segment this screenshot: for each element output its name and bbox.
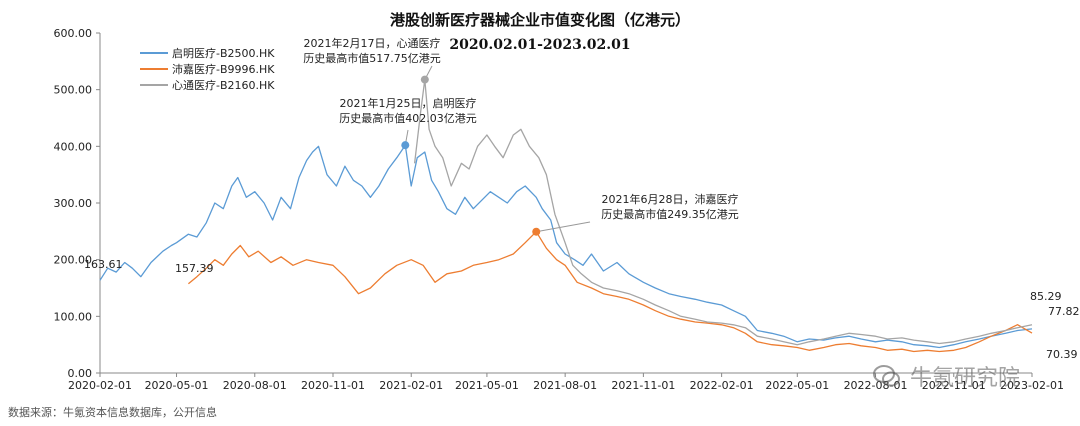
x-tick-label: 2020-11-01 — [301, 379, 365, 392]
chart-title: 港股创新医疗器械企业市值变化图（亿港元） — [390, 11, 690, 29]
y-tick-label: 100.00 — [54, 310, 93, 323]
annotation-text: 历史最高市值517.75亿港元 — [303, 51, 441, 65]
x-tick-label: 2022-02-01 — [690, 379, 754, 392]
value-label: 163.61 — [84, 258, 123, 271]
value-label: 157.39 — [175, 262, 214, 275]
x-tick-label: 2022-05-01 — [765, 379, 829, 392]
series-layer — [99, 78, 1033, 353]
legend-label: 心通医疗-B2160.HK — [172, 78, 275, 92]
series-line-1 — [187, 231, 1033, 353]
x-tick-label: 2021-08-01 — [533, 379, 597, 392]
x-tick-label: 2021-05-01 — [455, 379, 519, 392]
x-tick-label: 2021-02-01 — [379, 379, 443, 392]
annotation-text: 2021年1月25日，启明医疗 — [340, 96, 477, 110]
y-tick-label: 400.00 — [54, 140, 93, 153]
peak-marker — [532, 227, 541, 236]
y-tick-label: 0.00 — [68, 367, 93, 380]
peak-marker — [420, 75, 429, 84]
series-line-2 — [413, 78, 1033, 346]
x-tick-label: 2021-11-01 — [611, 379, 675, 392]
chart-axes: 0.00 100.00 200.00 300.00 400.00 500.00 600.00… — [54, 27, 1064, 392]
wechat-icon — [873, 365, 900, 387]
x-tick-label: 2020-08-01 — [223, 379, 287, 392]
x-tick-label: 2022-11-01 — [922, 379, 986, 392]
y-tick-label: 200.00 — [54, 254, 93, 267]
y-tick-label: 300.00 — [54, 197, 93, 210]
annotation-leader — [536, 221, 591, 233]
annotation-text: 历史最高市值249.35亿港元 — [601, 207, 739, 221]
source-note: 数据来源：牛氪资本信息数据库，公开信息 — [8, 406, 217, 419]
series-line-0 — [99, 144, 1033, 349]
annotation-text: 历史最高市值402.03亿港元 — [339, 111, 477, 125]
x-tick-label: 2023-02-01 — [1000, 379, 1064, 392]
annotation-text: 2021年6月28日，沛嘉医疗 — [602, 192, 739, 206]
legend-label: 启明医疗-B2500.HK — [172, 46, 275, 60]
peak-marker — [401, 141, 410, 150]
value-label: 85.29 — [1030, 290, 1062, 303]
legend-label: 沛嘉医疗-B9996.HK — [172, 62, 275, 76]
watermark-text: 牛氪研究院 — [910, 366, 1021, 391]
y-tick-label: 600.00 — [54, 27, 93, 40]
x-tick-label: 2022-08-01 — [844, 379, 908, 392]
value-label: 70.39 — [1046, 348, 1078, 361]
x-tick-label: 2020-05-01 — [145, 379, 209, 392]
x-tick-label: 2020-02-01 — [68, 379, 132, 392]
y-tick-label: 500.00 — [54, 84, 93, 97]
value-label: 77.82 — [1048, 305, 1080, 318]
watermark: 牛氪研究院 — [872, 360, 1020, 392]
chart-subtitle: 2020.02.01-2023.02.01 — [449, 37, 630, 53]
annotation-text: 2021年2月17日，心通医疗 — [304, 36, 441, 50]
legend: 启明医疗-B2500.HK 沛嘉医疗-B9996.HK 心通医疗-B2160.HK — [140, 46, 275, 92]
